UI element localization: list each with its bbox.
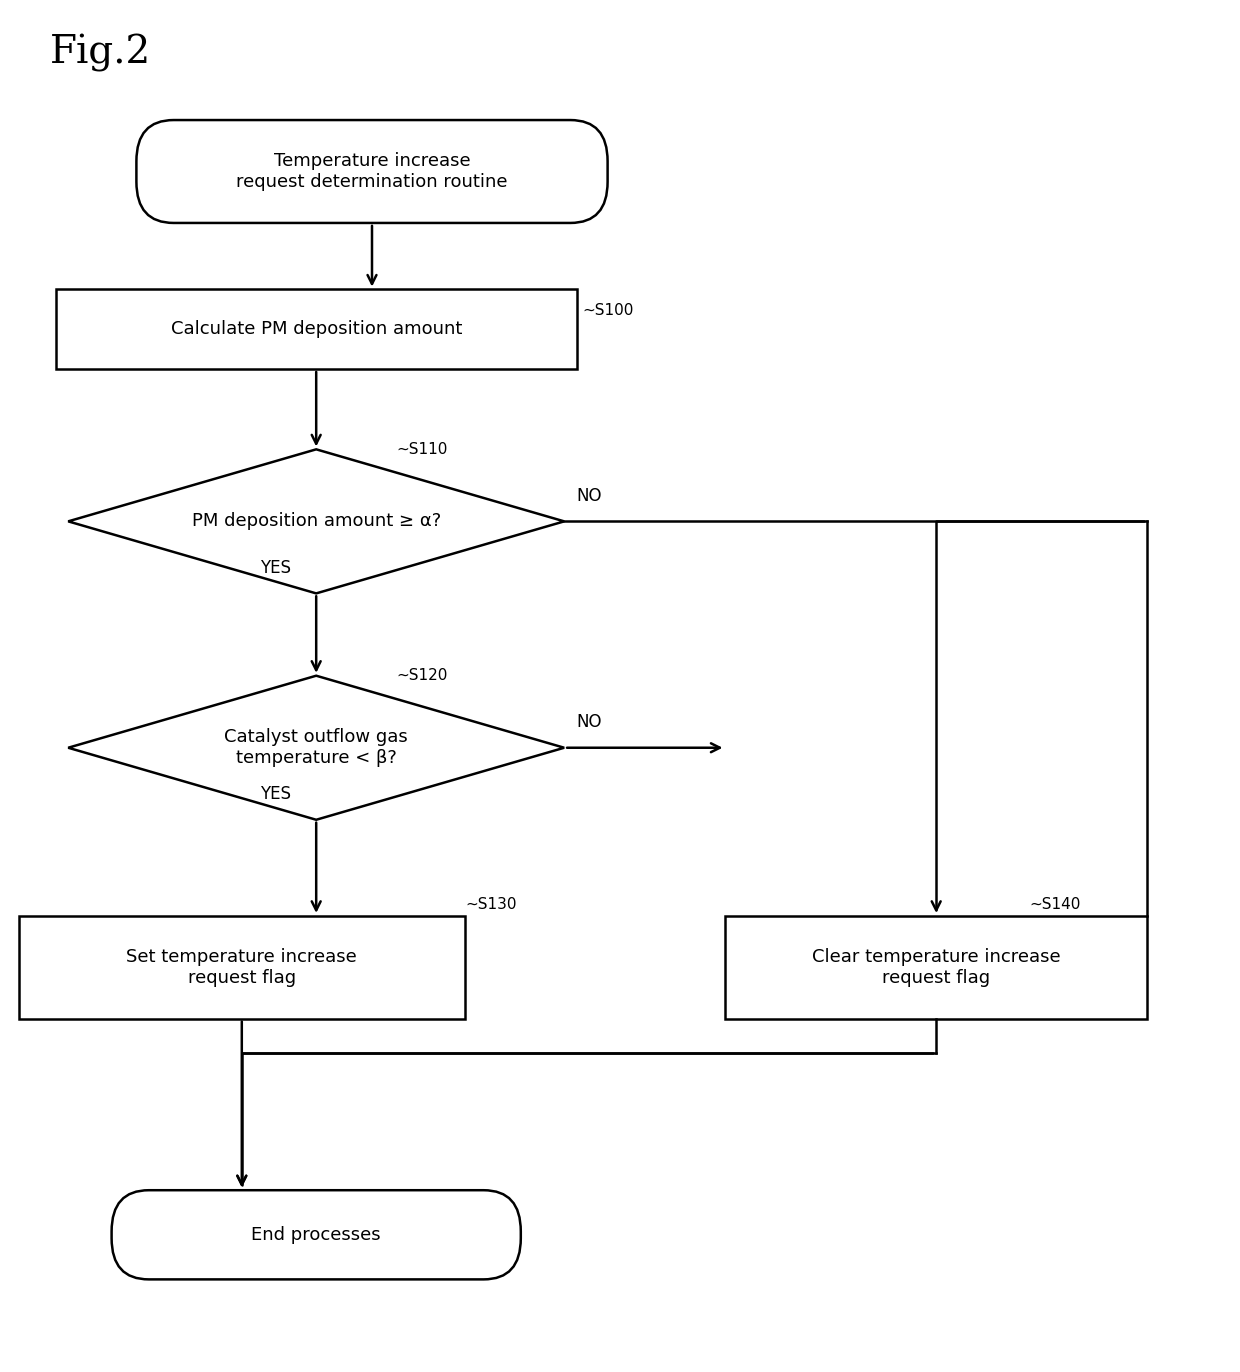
Bar <box>56 289 577 369</box>
Text: Fig.2: Fig.2 <box>50 34 151 73</box>
FancyBboxPatch shape <box>112 1190 521 1279</box>
Text: YES: YES <box>260 560 291 578</box>
Text: PM deposition amount ≥ α?: PM deposition amount ≥ α? <box>191 512 441 531</box>
Text: Set temperature increase
request flag: Set temperature increase request flag <box>126 948 357 986</box>
Text: ~S130: ~S130 <box>465 897 517 912</box>
FancyBboxPatch shape <box>136 121 608 224</box>
Text: YES: YES <box>260 785 291 804</box>
Text: NO: NO <box>577 487 603 505</box>
Text: ~S110: ~S110 <box>397 442 448 457</box>
Bar <box>19 916 465 1018</box>
Polygon shape <box>68 675 564 819</box>
Text: ~S140: ~S140 <box>1029 897 1080 912</box>
Text: NO: NO <box>577 713 603 731</box>
Text: Catalyst outflow gas
temperature < β?: Catalyst outflow gas temperature < β? <box>224 729 408 767</box>
Text: ~S120: ~S120 <box>397 668 448 683</box>
Text: Temperature increase
request determination routine: Temperature increase request determinati… <box>237 152 507 191</box>
Text: End processes: End processes <box>252 1225 381 1244</box>
Text: Clear temperature increase
request flag: Clear temperature increase request flag <box>812 948 1060 986</box>
Text: Calculate PM deposition amount: Calculate PM deposition amount <box>171 320 461 339</box>
Polygon shape <box>68 450 564 593</box>
Bar <box>725 916 1147 1018</box>
Text: ~S100: ~S100 <box>583 303 634 318</box>
